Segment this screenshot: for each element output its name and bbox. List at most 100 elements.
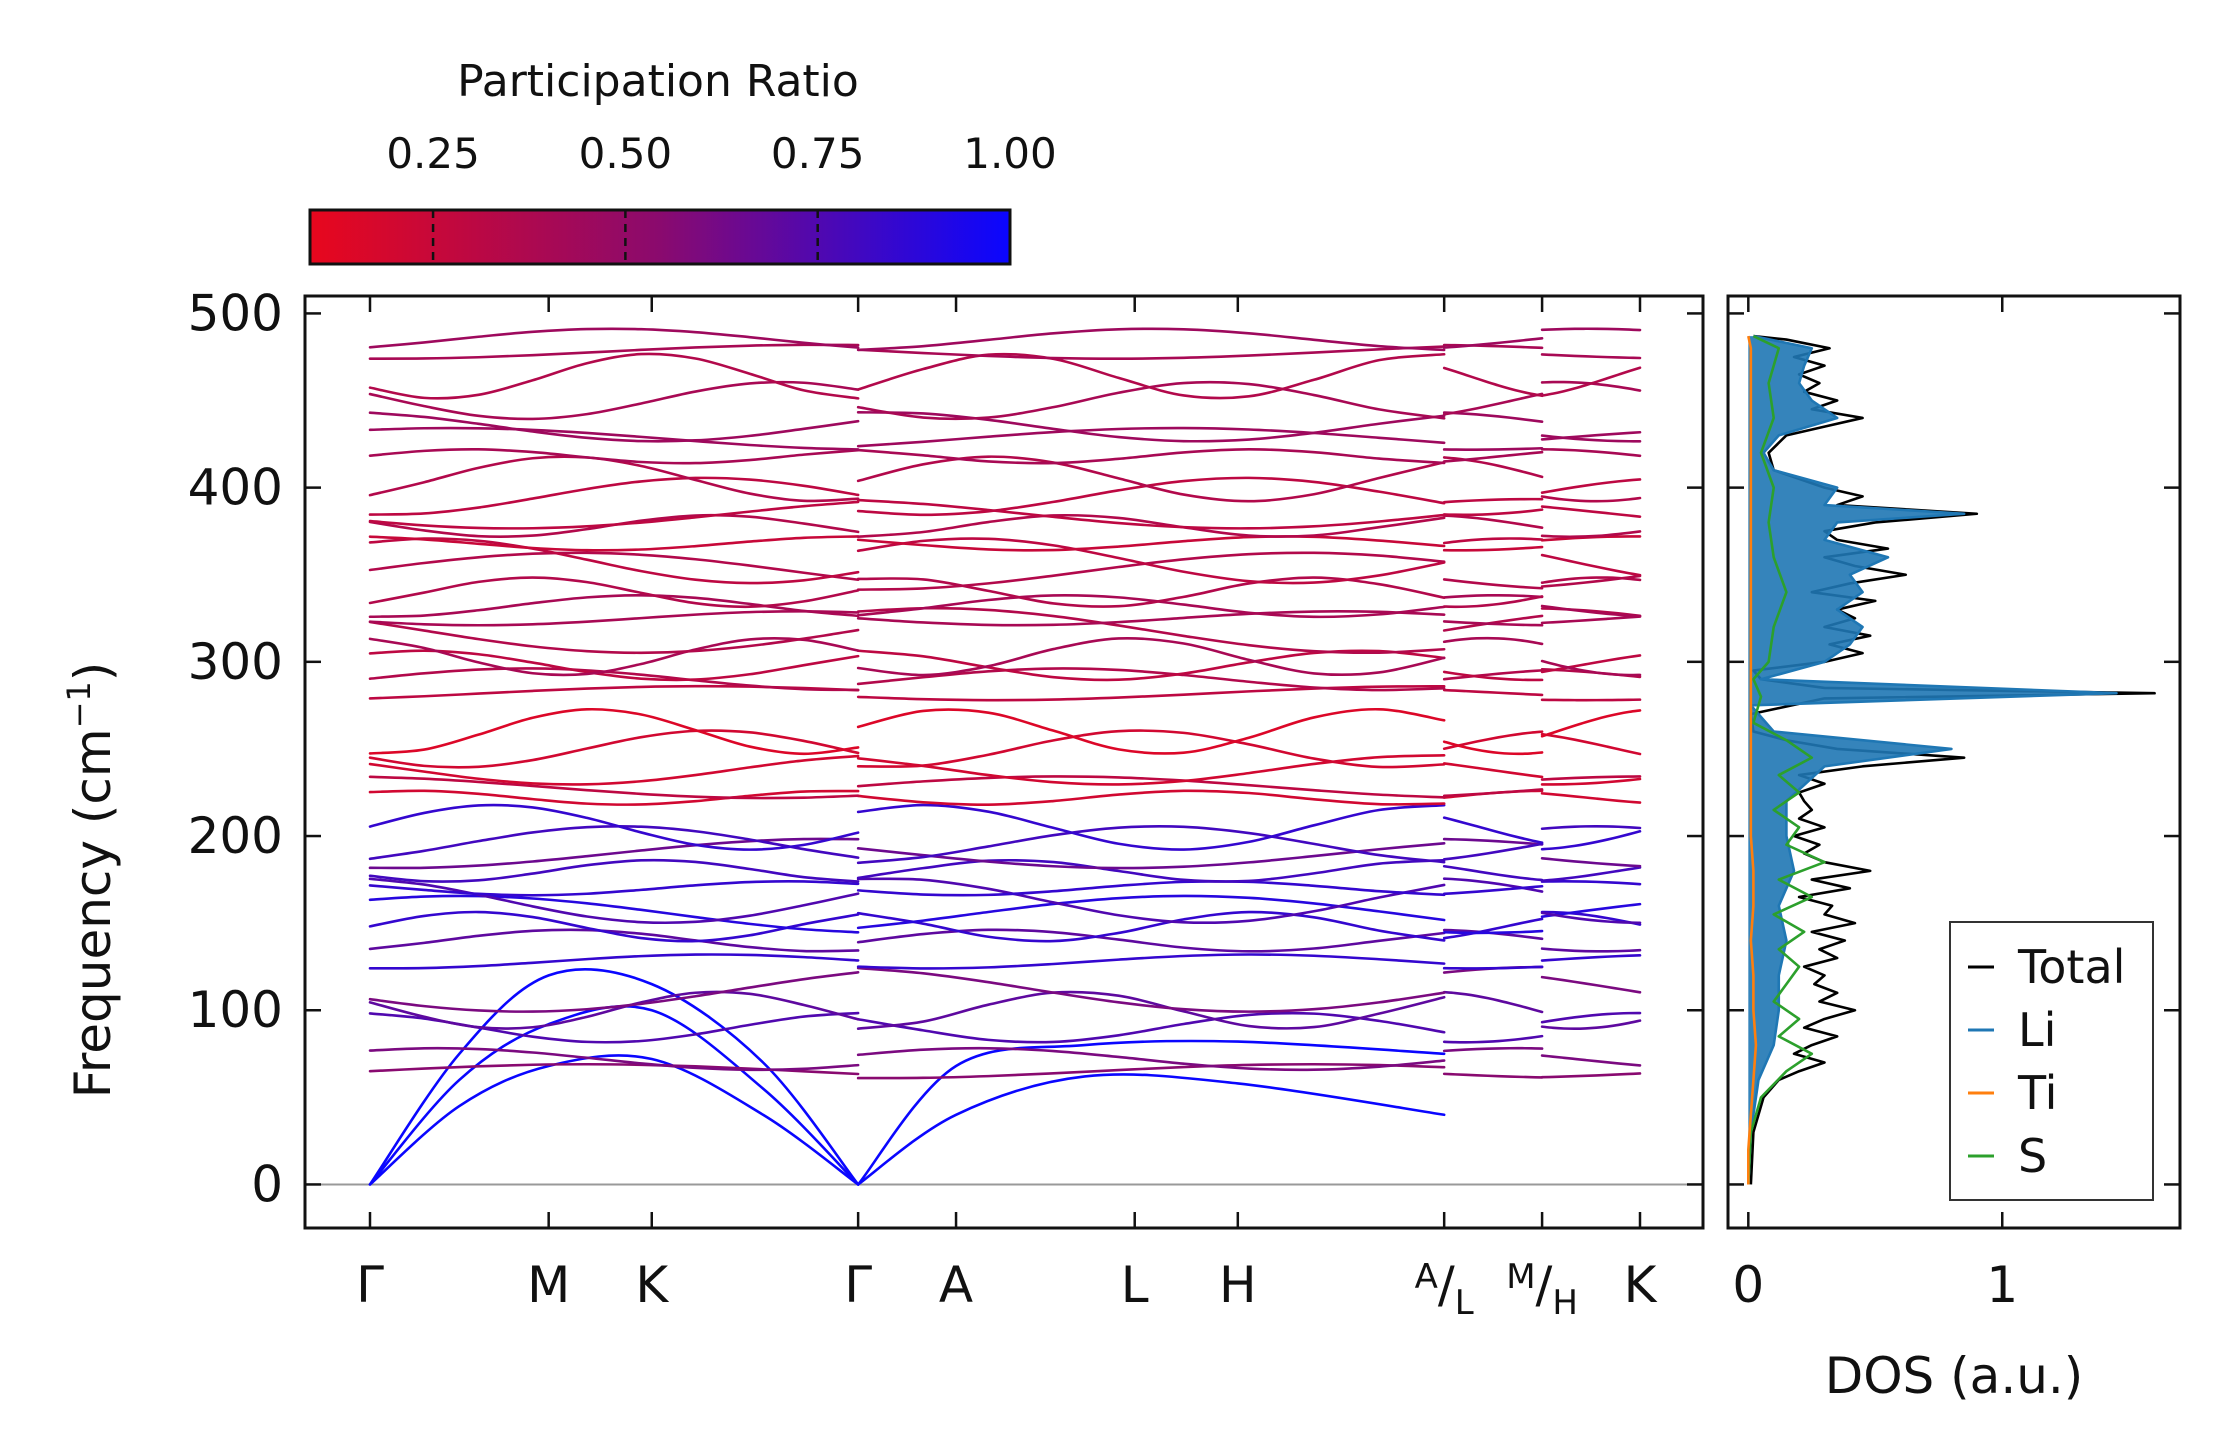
optical-branch bbox=[856, 551, 1446, 591]
optical-branch bbox=[368, 426, 860, 451]
optical-branch bbox=[368, 707, 860, 756]
colorbar-tick-label: 0.75 bbox=[771, 129, 865, 178]
optical-branch bbox=[856, 877, 1446, 925]
optical-branch bbox=[1442, 965, 1544, 970]
optical-branch bbox=[368, 1046, 860, 1072]
colorbar-tick-label: 1.00 bbox=[963, 129, 1057, 178]
optical-branch bbox=[856, 707, 1446, 755]
optical-branch bbox=[368, 667, 860, 692]
optical-branch bbox=[856, 636, 1446, 677]
band-x-tick-label: K bbox=[635, 1256, 669, 1314]
optical-branch bbox=[856, 649, 1446, 682]
optical-branch bbox=[1442, 1046, 1544, 1053]
optical-branch bbox=[368, 343, 860, 360]
band-x-tick-label: L bbox=[1121, 1256, 1149, 1314]
optical-branch bbox=[1540, 856, 1642, 868]
band-x-tick-label: M/H bbox=[1506, 1256, 1578, 1323]
optical-branch bbox=[368, 551, 860, 582]
optical-branch bbox=[856, 610, 1446, 627]
optical-branch bbox=[856, 537, 1446, 585]
optical-branch bbox=[1442, 670, 1544, 682]
optical-branch bbox=[1540, 824, 1642, 831]
optical-branch bbox=[1540, 880, 1642, 886]
optical-branch bbox=[1540, 911, 1642, 925]
optical-branch bbox=[856, 953, 1446, 970]
band-axes-frame bbox=[303, 294, 1705, 1230]
optical-branch bbox=[1540, 829, 1642, 851]
optical-branch bbox=[368, 858, 860, 883]
optical-branch bbox=[1442, 578, 1544, 590]
dos-curves bbox=[1747, 334, 2156, 1185]
optical-branch bbox=[368, 894, 860, 934]
optical-branch bbox=[1442, 450, 1544, 463]
optical-branch bbox=[368, 877, 860, 925]
optical-branch bbox=[1442, 1072, 1544, 1079]
optical-branch bbox=[1540, 353, 1642, 360]
optical-branch bbox=[1442, 929, 1544, 935]
colorbar-title: Participation Ratio bbox=[457, 56, 859, 107]
optical-branch bbox=[1540, 327, 1642, 332]
optical-branch bbox=[368, 880, 860, 897]
optical-branch bbox=[856, 894, 1446, 930]
label-sup: M bbox=[1506, 1257, 1535, 1297]
optical-branch bbox=[1442, 411, 1544, 424]
optical-branch bbox=[368, 500, 860, 530]
optical-branch bbox=[368, 789, 860, 806]
optical-branch bbox=[368, 352, 860, 400]
optical-branch bbox=[1442, 392, 1544, 416]
optical-branch bbox=[368, 620, 860, 655]
dos-axes-frame bbox=[1726, 294, 2182, 1230]
optical-branch bbox=[1442, 1034, 1544, 1044]
optical-branch bbox=[1540, 654, 1642, 674]
optical-branch bbox=[368, 953, 860, 970]
optical-branch bbox=[368, 754, 860, 786]
optical-branch bbox=[368, 576, 860, 609]
label-sub: H bbox=[1552, 1283, 1578, 1323]
optical-branch bbox=[1540, 775, 1642, 781]
band-x-tick-label: Γ bbox=[356, 1256, 384, 1314]
acoustic-branch bbox=[368, 1004, 860, 1186]
label-sup: A bbox=[1415, 1257, 1438, 1297]
colorbar-gradient bbox=[308, 208, 1012, 266]
band-y-tick-label: 300 bbox=[188, 633, 283, 691]
optical-branch bbox=[856, 345, 1446, 361]
optical-branch bbox=[1540, 1054, 1642, 1067]
optical-branch bbox=[1540, 866, 1642, 882]
optical-branch bbox=[1442, 620, 1544, 627]
acoustic-branch bbox=[856, 1073, 1446, 1186]
optical-branch bbox=[856, 535, 1446, 552]
optical-branch bbox=[856, 498, 1446, 530]
optical-branch bbox=[368, 537, 860, 585]
optical-branch bbox=[368, 476, 860, 516]
band-y-axis: 0 100 200 300 400 500 bbox=[188, 284, 1703, 1213]
optical-branch bbox=[1540, 659, 1642, 677]
optical-branch bbox=[1540, 448, 1642, 458]
optical-branch bbox=[1442, 669, 1544, 681]
label-slash: / bbox=[1536, 1256, 1553, 1314]
dos-x-axis-label: DOS (a.u.) bbox=[1825, 1347, 2084, 1405]
optical-branch bbox=[1540, 604, 1642, 618]
band-x-tick-label: H bbox=[1219, 1256, 1257, 1314]
band-y-tick-label: 200 bbox=[188, 807, 283, 865]
optical-branch bbox=[368, 837, 860, 870]
optical-branch bbox=[1442, 366, 1544, 398]
dos-legend: Total Li Ti S bbox=[1949, 921, 2154, 1201]
optical-branch bbox=[368, 593, 860, 619]
band-y-tick-label: 500 bbox=[188, 284, 283, 342]
optical-branch bbox=[1540, 953, 1642, 962]
optical-branch bbox=[1442, 337, 1544, 349]
band-x-tick-label: M bbox=[527, 1256, 570, 1314]
optical-branch bbox=[1442, 816, 1544, 844]
optical-branch bbox=[1540, 505, 1642, 518]
label-slash: / bbox=[1438, 1256, 1455, 1314]
optical-branch bbox=[1540, 615, 1642, 625]
optical-branch bbox=[856, 410, 1446, 443]
optical-branch bbox=[856, 842, 1446, 870]
optical-branch bbox=[368, 928, 860, 953]
optical-branch bbox=[1540, 553, 1642, 577]
optical-branch bbox=[856, 880, 1446, 897]
optical-branch bbox=[856, 729, 1446, 769]
optical-branch bbox=[1540, 495, 1642, 503]
colorbar-ticks: 0.25 0.50 0.75 1.00 bbox=[386, 129, 1057, 264]
optical-branch bbox=[856, 352, 1446, 400]
